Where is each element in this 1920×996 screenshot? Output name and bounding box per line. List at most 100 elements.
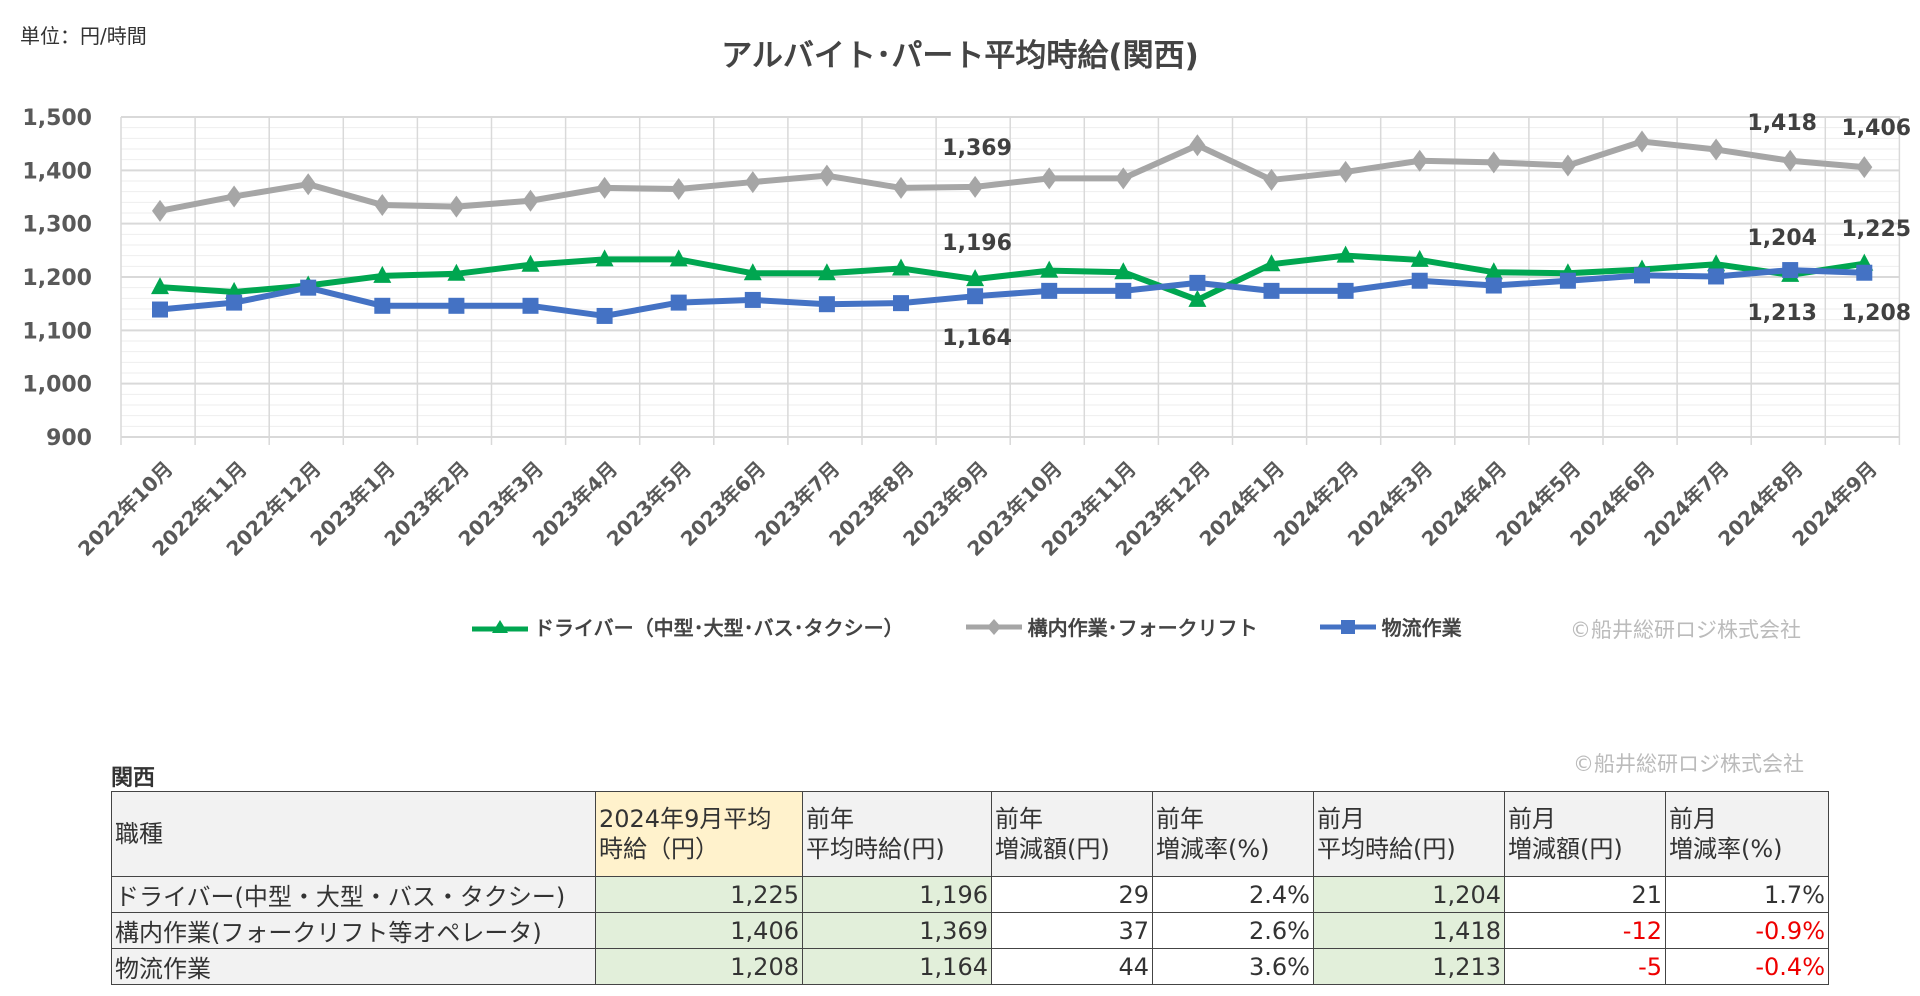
cell: -0.4% [1665, 948, 1829, 985]
series-line [159, 267, 1865, 319]
data-point-triangle [1262, 254, 1281, 272]
data-point-diamond [522, 189, 539, 212]
data-label: 1,225 [1842, 217, 1912, 242]
data-point-triangle [373, 265, 392, 283]
cell: 2.4% [1152, 876, 1314, 913]
data-point-square [1337, 282, 1354, 299]
y-tick-label: 1,100 [22, 319, 92, 344]
data-point-square [596, 307, 613, 324]
data-point-square [1856, 264, 1873, 281]
job-type: 物流作業 [111, 948, 596, 985]
data-point-triangle [743, 263, 762, 281]
data-point-triangle [1114, 262, 1133, 280]
legend-label: 構内作業･フォークリフト [1027, 616, 1258, 640]
cell: 2.6% [1152, 912, 1314, 949]
cell: 1.7% [1665, 876, 1829, 913]
cell: 1,213 [1313, 948, 1505, 985]
col-header: 前月 平均時給(円) [1313, 791, 1505, 877]
data-label: 1,164 [942, 326, 1012, 351]
data-point-triangle [447, 263, 466, 281]
data-label: 1,418 [1747, 111, 1817, 136]
data-point-diamond [1041, 167, 1058, 190]
cell: -5 [1504, 948, 1666, 985]
data-point-diamond [818, 164, 835, 187]
data-point-triangle [1188, 289, 1207, 307]
data-label: 1,406 [1842, 116, 1912, 141]
chart-title: アルバイト･パート平均時給(関西) [721, 38, 1199, 74]
data-point-triangle [521, 254, 540, 272]
data-point-diamond [967, 175, 984, 198]
y-tick-label: 1,200 [22, 266, 92, 291]
job-type: 構内作業(フォークリフト等オペレータ) [111, 912, 596, 949]
cell: 1,406 [595, 912, 803, 949]
col-header: 前年 平均時給(円) [802, 791, 992, 877]
data-point-diamond [1115, 167, 1132, 190]
data-label: 1,196 [942, 231, 1012, 256]
cell: 1,369 [802, 912, 992, 949]
cell: 1,208 [595, 948, 803, 985]
data-point-square [818, 296, 835, 313]
col-header: 前年 増減額(円) [991, 791, 1153, 877]
data-point-square [893, 295, 909, 312]
data-point-diamond [670, 178, 687, 200]
data-point-square [1411, 272, 1428, 289]
data-point-triangle [1484, 262, 1503, 280]
triangle-marker-icon [472, 619, 528, 633]
data-point-triangle [1707, 254, 1726, 272]
data-point-triangle [1336, 245, 1355, 263]
square-marker-icon [1319, 619, 1376, 634]
y-tick-label: 1,500 [22, 106, 92, 131]
data-point-diamond [1634, 130, 1650, 153]
data-point-square [300, 279, 317, 296]
diamond-marker-icon [965, 618, 1022, 635]
data-label: 1,208 [1842, 301, 1912, 326]
cell: 1,418 [1313, 912, 1505, 949]
data-point-square [448, 297, 465, 314]
data-point-diamond [1708, 138, 1725, 161]
legend-item-forklift: 構内作業･フォークリフト [964, 612, 1258, 641]
data-point-square [374, 297, 391, 314]
cell: 1,225 [595, 876, 803, 913]
legend: ドライバー（中型･大型･バス･タクシー） 構内作業･フォークリフト 物流作業 [470, 612, 1522, 641]
data-point-square [744, 291, 761, 308]
data-point-triangle [1040, 260, 1059, 278]
wage-table: 職種 2024年9月平均 時給（円） 前年 平均時給(円) 前年 増減額(円) … [111, 791, 1829, 985]
legend-label: 物流作業 [1381, 616, 1462, 640]
data-point-diamond [596, 176, 613, 199]
cell: 1,204 [1313, 876, 1505, 913]
unit-label: 単位：円/時間 [20, 24, 147, 48]
data-point-diamond [1263, 168, 1280, 191]
cell: 44 [991, 948, 1153, 985]
data-point-diamond [1782, 149, 1799, 172]
line-chart: 9001,0001,1001,2001,3001,4001,5002022年10… [22, 106, 1912, 561]
cell: -0.9% [1665, 912, 1829, 949]
legend-label: ドライバー（中型･大型･バス･タクシー） [534, 616, 904, 640]
table-row: 構内作業(フォークリフト等オペレータ) 1,406 1,369 37 2.6% … [111, 912, 1829, 949]
series-line [159, 138, 1865, 214]
data-point-diamond [1856, 156, 1873, 179]
data-point-diamond [152, 199, 168, 222]
data-point-square [1559, 272, 1576, 289]
data-point-triangle [817, 263, 836, 281]
data-point-square [1485, 277, 1502, 294]
data-point-triangle [151, 277, 169, 295]
cell: 29 [991, 876, 1153, 913]
table-copyright: ©船井総研ロジ株式会社 [1573, 752, 1804, 776]
table-row: ドライバー(中型・大型・バス・タクシー) 1,225 1,196 29 2.4%… [111, 876, 1829, 913]
data-point-square [1041, 282, 1058, 299]
col-header: 2024年9月平均 時給（円） [595, 791, 803, 877]
legend-item-logistics: 物流作業 [1318, 612, 1462, 641]
data-point-square [1708, 268, 1725, 285]
data-point-triangle [669, 249, 688, 267]
cell: 21 [1504, 876, 1666, 913]
col-header: 前年 増減率(%) [1152, 791, 1314, 877]
data-point-triangle [595, 249, 614, 267]
legend-item-driver: ドライバー（中型･大型･バス･タクシー） [470, 612, 904, 641]
y-tick-label: 900 [46, 426, 92, 451]
data-point-diamond [744, 171, 761, 194]
data-point-square [1634, 267, 1650, 284]
data-point-diamond [1189, 134, 1206, 157]
data-point-triangle [1410, 249, 1429, 267]
data-label: 1,369 [942, 136, 1012, 161]
job-type: ドライバー(中型・大型・バス・タクシー) [111, 876, 596, 913]
